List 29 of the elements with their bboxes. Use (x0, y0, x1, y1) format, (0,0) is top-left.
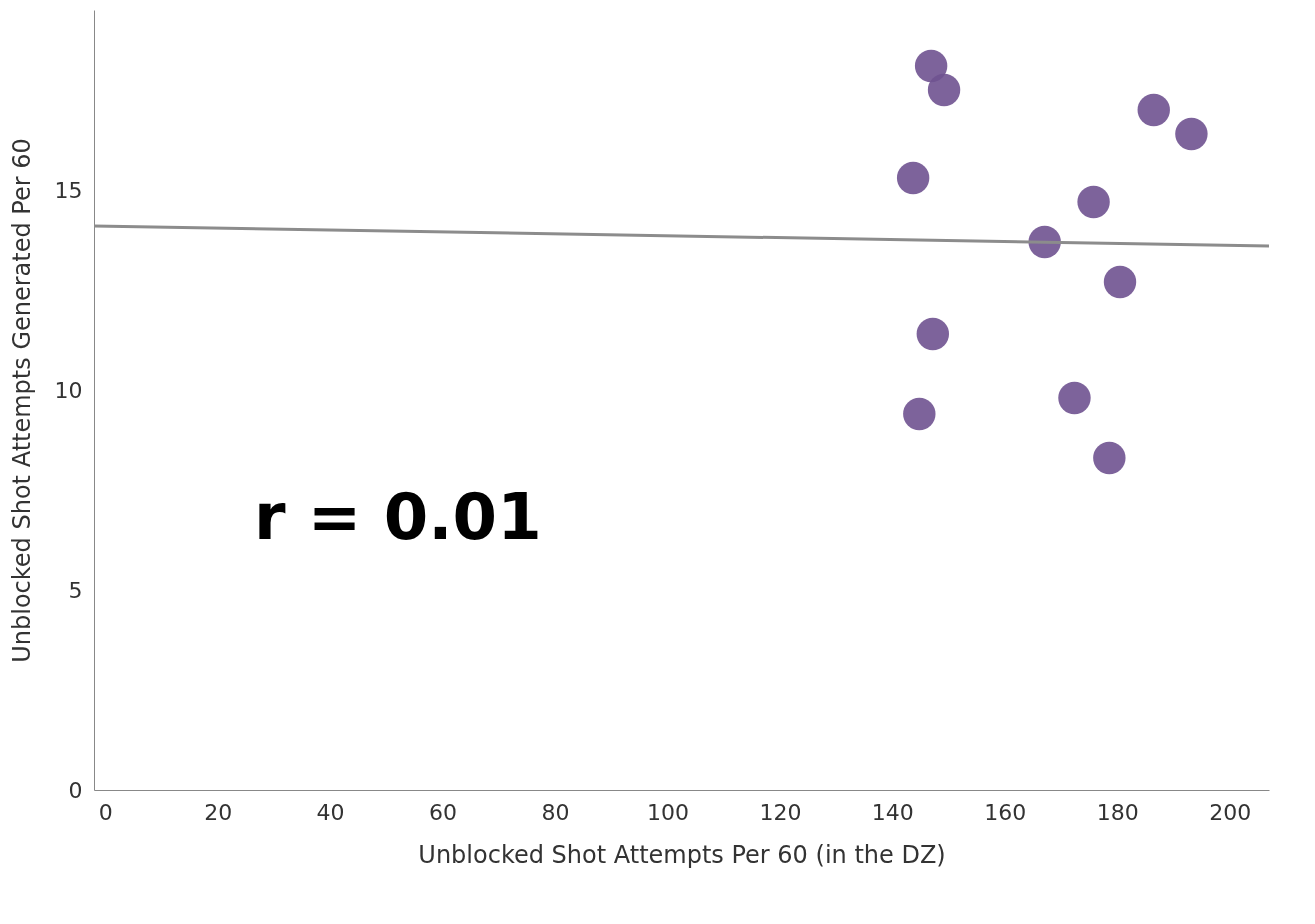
annotation: r = 0.01 (254, 480, 542, 554)
y-axis-title: Unblocked Shot Attempts Generated Per 60 (7, 138, 36, 663)
point (903, 397, 936, 431)
point (1077, 185, 1110, 219)
y-tick-label: 5 (68, 577, 83, 603)
x-tick-label: 20 (204, 799, 233, 825)
point (1175, 117, 1208, 151)
x-tick-label: 100 (646, 799, 689, 825)
x-tick-label: 140 (871, 799, 914, 825)
y-tick-label: 10 (54, 377, 83, 403)
point (927, 73, 961, 107)
y-tick-label: 15 (54, 177, 83, 203)
x-tick-label: 40 (316, 799, 345, 825)
x-tick-label: 60 (429, 799, 458, 825)
x-tick-label: 80 (541, 799, 570, 825)
y-tick-label: 0 (68, 777, 83, 803)
point (916, 317, 950, 351)
x-axis-title: Unblocked Shot Attempts Per 60 (in the DZ) (418, 840, 946, 869)
point (1093, 441, 1126, 475)
point (914, 49, 948, 83)
point (896, 161, 930, 195)
x-tick-label: 120 (759, 799, 802, 825)
point (1137, 93, 1170, 127)
point (1103, 265, 1137, 299)
x-tick-label: 0 (98, 799, 113, 825)
point (1058, 381, 1091, 415)
x-tick-label: 200 (1209, 799, 1252, 825)
x-tick-label: 160 (984, 799, 1027, 825)
x-tick-label: 180 (1096, 799, 1139, 825)
